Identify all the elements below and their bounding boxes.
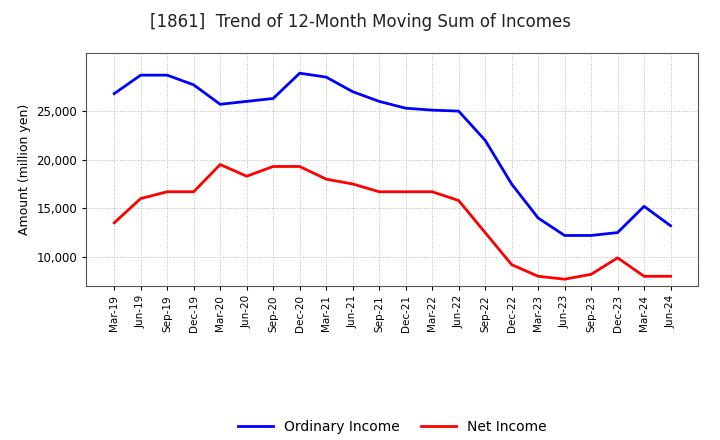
Ordinary Income: [587, 233, 595, 238]
Ordinary Income: [216, 102, 225, 107]
Net Income: [295, 164, 304, 169]
Y-axis label: Amount (million yen): Amount (million yen): [18, 104, 31, 235]
Ordinary Income: [375, 99, 384, 104]
Ordinary Income: [269, 96, 277, 101]
Net Income: [136, 196, 145, 201]
Ordinary Income: [481, 138, 490, 143]
Net Income: [666, 274, 675, 279]
Ordinary Income: [534, 215, 542, 220]
Ordinary Income: [110, 91, 119, 96]
Ordinary Income: [666, 223, 675, 228]
Net Income: [348, 181, 357, 187]
Net Income: [269, 164, 277, 169]
Legend: Ordinary Income, Net Income: Ordinary Income, Net Income: [233, 414, 552, 439]
Line: Ordinary Income: Ordinary Income: [114, 73, 670, 235]
Net Income: [508, 262, 516, 267]
Net Income: [560, 277, 569, 282]
Net Income: [163, 189, 171, 194]
Net Income: [375, 189, 384, 194]
Ordinary Income: [613, 230, 622, 235]
Ordinary Income: [136, 73, 145, 78]
Ordinary Income: [508, 181, 516, 187]
Ordinary Income: [295, 70, 304, 76]
Net Income: [428, 189, 436, 194]
Ordinary Income: [322, 74, 330, 80]
Net Income: [243, 173, 251, 179]
Line: Net Income: Net Income: [114, 165, 670, 279]
Text: [1861]  Trend of 12-Month Moving Sum of Incomes: [1861] Trend of 12-Month Moving Sum of I…: [150, 13, 570, 31]
Net Income: [534, 274, 542, 279]
Net Income: [640, 274, 649, 279]
Net Income: [216, 162, 225, 167]
Net Income: [481, 230, 490, 235]
Net Income: [587, 271, 595, 277]
Net Income: [613, 255, 622, 260]
Ordinary Income: [640, 204, 649, 209]
Ordinary Income: [454, 108, 463, 114]
Net Income: [189, 189, 198, 194]
Ordinary Income: [428, 107, 436, 113]
Ordinary Income: [560, 233, 569, 238]
Net Income: [454, 198, 463, 203]
Ordinary Income: [163, 73, 171, 78]
Net Income: [322, 176, 330, 182]
Ordinary Income: [189, 82, 198, 88]
Ordinary Income: [401, 106, 410, 111]
Ordinary Income: [243, 99, 251, 104]
Ordinary Income: [348, 89, 357, 94]
Net Income: [110, 220, 119, 225]
Net Income: [401, 189, 410, 194]
